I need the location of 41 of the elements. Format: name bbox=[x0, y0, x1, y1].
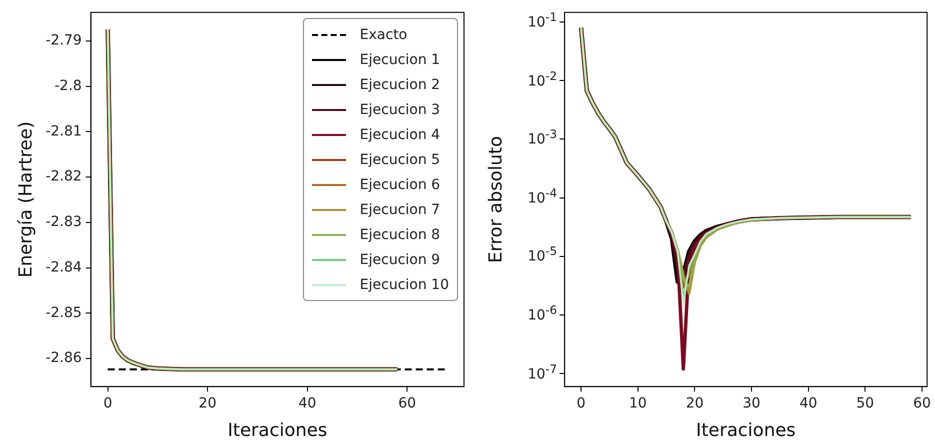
legend-label: Ejecucion 4 bbox=[360, 126, 440, 143]
y-tick-label: 10$^{-6}$ bbox=[528, 302, 558, 324]
x-axis-title: Iteraciones bbox=[228, 420, 328, 441]
legend-label: Ejecucion 10 bbox=[360, 276, 449, 293]
x-tick-label: 10 bbox=[628, 396, 647, 412]
x-tick-label: 0 bbox=[103, 396, 112, 412]
x-tick-label: 30 bbox=[742, 396, 760, 412]
y-tick-label: 10$^{-5}$ bbox=[528, 243, 558, 266]
legend-label: Ejecucion 1 bbox=[360, 52, 440, 68]
y-tick-label: 10$^{-3}$ bbox=[528, 126, 558, 148]
y-tick-label: -2.8 bbox=[54, 78, 82, 94]
y-tick-label: -2.85 bbox=[46, 304, 82, 321]
y-tick-label: 10$^{-4}$ bbox=[528, 184, 558, 206]
y-tick-label: -2.81 bbox=[46, 123, 82, 140]
y-tick-label: -2.79 bbox=[46, 32, 82, 49]
y-tick-label: 10$^{-2}$ bbox=[528, 68, 558, 90]
x-tick-label: 20 bbox=[686, 396, 704, 412]
legend-label: Ejecucion 3 bbox=[360, 102, 440, 118]
x-tick-label: 40 bbox=[799, 396, 818, 412]
legend-label: Ejecucion 2 bbox=[360, 76, 440, 93]
y-tick-label: -2.86 bbox=[46, 350, 82, 366]
x-tick-label: 50 bbox=[856, 396, 874, 412]
y-tick-label: -2.84 bbox=[46, 259, 82, 276]
legend-label: Ejecucion 5 bbox=[360, 152, 440, 168]
y-tick-label: 10$^{-1}$ bbox=[528, 9, 558, 31]
legend-label: Ejecucion 8 bbox=[360, 226, 440, 243]
y-tick-label: -2.83 bbox=[46, 214, 82, 230]
legend-label: Ejecucion 6 bbox=[360, 176, 440, 193]
x-axis-title: Iteraciones bbox=[696, 420, 796, 441]
y-tick-label: 10$^{-7}$ bbox=[528, 360, 558, 382]
x-tick-label: 60 bbox=[398, 396, 416, 412]
x-tick-label: 20 bbox=[198, 396, 216, 412]
x-tick-label: 40 bbox=[298, 396, 316, 412]
legend-label: Ejecucion 7 bbox=[360, 202, 440, 218]
y-tick-label: -2.82 bbox=[46, 168, 82, 185]
y-axis-title: Error absoluto bbox=[485, 136, 506, 263]
x-tick-label: 60 bbox=[913, 396, 931, 412]
y-axis-title: Energía (Hartree) bbox=[15, 121, 36, 278]
legend-label: Ejecucion 9 bbox=[360, 252, 440, 268]
legend-label: Exacto bbox=[360, 26, 408, 43]
x-tick-label: 0 bbox=[576, 396, 586, 412]
